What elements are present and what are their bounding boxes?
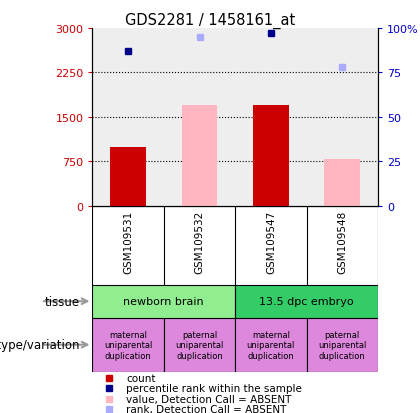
Text: GDS2281 / 1458161_at: GDS2281 / 1458161_at [125,12,295,28]
Text: GSM109548: GSM109548 [337,211,347,273]
Bar [235,285,378,318]
Text: percentile rank within the sample: percentile rank within the sample [126,383,302,393]
Text: maternal
uniparental
duplication: maternal uniparental duplication [247,330,295,360]
Text: GSM109532: GSM109532 [194,211,205,273]
Bar [164,318,235,372]
Bar [235,318,307,372]
Text: count: count [126,373,155,383]
Text: genotype/variation: genotype/variation [0,338,80,351]
Text: newborn brain: newborn brain [123,297,204,306]
Text: GSM109547: GSM109547 [266,211,276,273]
Text: maternal
uniparental
duplication: maternal uniparental duplication [104,330,152,360]
Bar [325,159,360,206]
Bar [92,318,164,372]
Text: GSM109531: GSM109531 [123,211,133,273]
Bar [110,147,146,206]
Text: rank, Detection Call = ABSENT: rank, Detection Call = ABSENT [126,404,286,413]
Text: paternal
uniparental
duplication: paternal uniparental duplication [175,330,224,360]
Bar [92,285,235,318]
Text: paternal
uniparental
duplication: paternal uniparental duplication [318,330,367,360]
Bar [307,318,378,372]
Text: 13.5 dpc embryo: 13.5 dpc embryo [259,297,354,306]
Text: tissue: tissue [45,295,80,308]
Text: value, Detection Call = ABSENT: value, Detection Call = ABSENT [126,394,291,404]
Bar [253,106,289,206]
Bar [182,106,218,206]
